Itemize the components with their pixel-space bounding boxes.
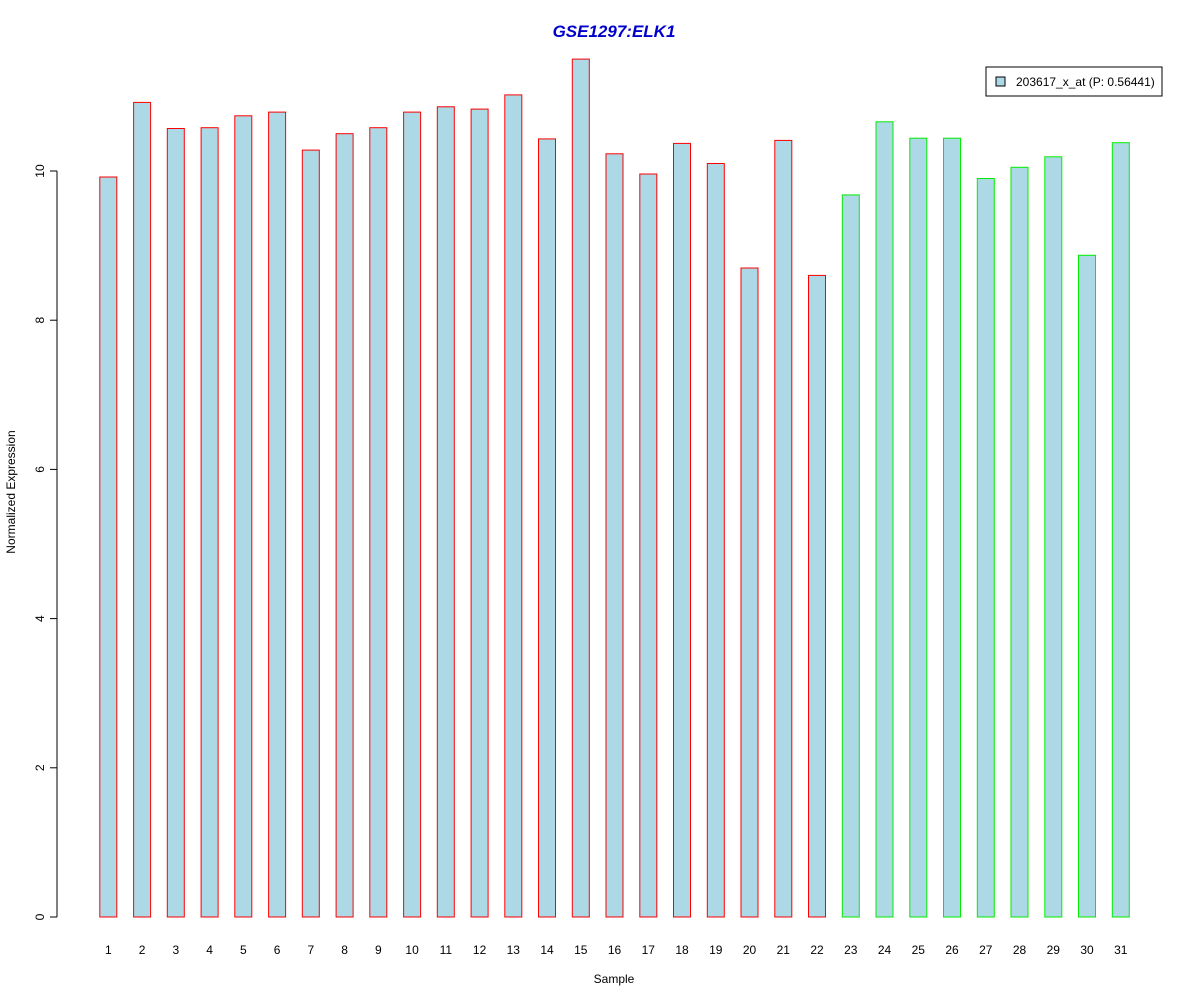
legend-label: 203617_x_at (P: 0.56441) [1016,75,1155,89]
bar-sample-29 [1044,156,1063,918]
bar-sample-17 [639,173,658,918]
x-tick-label: 30 [1080,943,1094,957]
bar-sample-2 [133,101,152,918]
x-tick-label: 9 [375,943,382,957]
chart-title: GSE1297:ELK1 [553,22,676,41]
x-tick-label: 8 [341,943,348,957]
x-tick-label: 2 [139,943,146,957]
bar-sample-7 [301,149,320,918]
x-tick-label: 17 [642,943,656,957]
x-tick-label: 24 [878,943,892,957]
bar-sample-8 [335,133,354,918]
x-tick-label: 15 [574,943,588,957]
bar-sample-20 [740,267,759,918]
bar-sample-25 [909,137,928,918]
bar-sample-14 [538,138,556,918]
legend-swatch [995,76,1006,87]
bar-sample-31 [1111,142,1130,918]
x-tick-label: 26 [945,943,959,957]
x-tick-label: 25 [912,943,926,957]
bar-sample-3 [166,128,185,918]
y-tick-label: 2 [33,764,47,771]
legend-box [985,66,1163,97]
x-tick-label: 29 [1047,943,1061,957]
bar-sample-26 [943,137,961,918]
x-axis-label: Sample [594,972,635,986]
bar-sample-21 [774,139,793,918]
x-tick-label: 16 [608,943,622,957]
bar-sample-15 [571,58,590,918]
x-tick-label: 13 [507,943,521,957]
y-axis-label: Normalized Expression [4,430,18,553]
bar-sample-1 [99,176,118,918]
y-tick-label: 0 [33,913,47,920]
bar-sample-6 [268,111,287,918]
y-tick-label: 6 [33,466,47,473]
x-tick-label: 19 [709,943,723,957]
x-tick-label: 27 [979,943,993,957]
x-tick-label: 11 [440,943,453,957]
x-tick-label: 23 [844,943,858,957]
x-tick-label: 4 [206,943,213,957]
legend: 203617_x_at (P: 0.56441) [985,66,1163,97]
x-tick-label: 14 [540,943,554,957]
x-tick-label: 21 [777,943,791,957]
bar-sample-27 [976,178,995,918]
y-tick-label: 10 [33,164,47,178]
x-axis-tick-labels: 1 2 3 4 5 6 7 8 9 10 11 12 13 14 15 16 17 18 19 20 21 22 23 24 2… [105,943,1128,957]
y-tick-label: 8 [33,317,47,324]
x-tick-label: 6 [274,943,281,957]
x-tick-label: 20 [743,943,757,957]
bar-sample-28 [1010,166,1029,918]
bar-sample-18 [673,142,691,918]
bar-sample-30 [1078,254,1096,918]
bar-sample-19 [706,163,725,918]
bar-sample-11 [436,106,455,918]
bar-sample-16 [605,153,624,918]
bar-sample-10 [403,111,422,918]
bars [99,58,1130,918]
x-tick-label: 12 [473,943,487,957]
bar-sample-12 [470,108,489,918]
x-tick-label: 18 [675,943,689,957]
bar-sample-24 [875,121,894,918]
bar-sample-4 [200,127,219,918]
x-tick-label: 5 [240,943,247,957]
x-tick-label: 10 [405,943,419,957]
x-tick-label: 31 [1114,943,1128,957]
bar-sample-9 [369,127,388,918]
x-tick-label: 7 [307,943,314,957]
y-tick-label: 4 [33,615,47,622]
x-tick-label: 28 [1013,943,1027,957]
y-axis: 0 2 4 6 8 10 [33,164,58,920]
bar-sample-13 [504,94,523,918]
x-tick-label: 1 [105,943,112,957]
bar-sample-22 [808,274,826,918]
x-tick-label: 3 [172,943,179,957]
x-tick-label: 22 [810,943,824,957]
bar-sample-23 [841,194,860,918]
bar-sample-5 [234,115,253,918]
